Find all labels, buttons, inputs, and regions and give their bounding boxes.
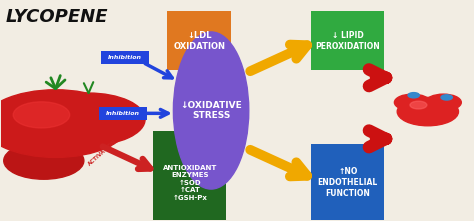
Circle shape xyxy=(408,93,419,98)
Text: ACTIVATION: ACTIVATION xyxy=(87,139,118,167)
FancyBboxPatch shape xyxy=(311,11,384,70)
Ellipse shape xyxy=(173,32,249,189)
Circle shape xyxy=(13,102,70,128)
FancyBboxPatch shape xyxy=(101,51,149,64)
Circle shape xyxy=(397,97,458,126)
Circle shape xyxy=(32,93,145,145)
Text: ↓ LIPID
PEROXIDATION: ↓ LIPID PEROXIDATION xyxy=(315,31,380,51)
FancyBboxPatch shape xyxy=(99,107,146,120)
Text: ↓OXIDATIVE
STRESS: ↓OXIDATIVE STRESS xyxy=(180,101,242,120)
Text: Inhibition: Inhibition xyxy=(106,111,140,116)
FancyBboxPatch shape xyxy=(167,11,231,70)
Circle shape xyxy=(4,142,84,179)
Text: Inhibition: Inhibition xyxy=(108,55,142,60)
Circle shape xyxy=(0,90,128,157)
FancyBboxPatch shape xyxy=(154,131,227,221)
Text: ANTIOXIDANT
ENZYMES
↑SOD
↑CAT
↑GSH-Px: ANTIOXIDANT ENZYMES ↑SOD ↑CAT ↑GSH-Px xyxy=(163,164,217,200)
Text: LYCOPENE: LYCOPENE xyxy=(6,8,109,26)
Circle shape xyxy=(394,94,430,111)
FancyBboxPatch shape xyxy=(311,144,384,221)
Text: ↑NO
ENDOTHELIAL
FUNCTION: ↑NO ENDOTHELIAL FUNCTION xyxy=(318,167,378,198)
Circle shape xyxy=(441,95,452,100)
Text: ↓LDL
OXIDATION: ↓LDL OXIDATION xyxy=(173,31,225,51)
Circle shape xyxy=(410,101,427,109)
Circle shape xyxy=(426,94,461,111)
